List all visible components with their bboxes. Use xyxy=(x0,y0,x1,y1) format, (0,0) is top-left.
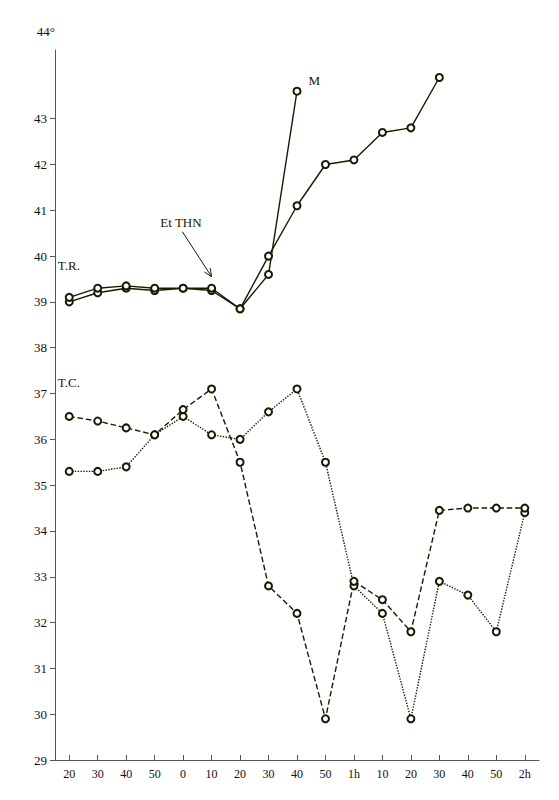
svg-text:32: 32 xyxy=(34,615,47,630)
svg-text:44°: 44° xyxy=(37,24,55,39)
svg-text:30: 30 xyxy=(433,767,445,781)
svg-text:M: M xyxy=(308,73,320,88)
svg-text:50: 50 xyxy=(319,767,331,781)
svg-text:0: 0 xyxy=(180,767,186,781)
svg-text:39: 39 xyxy=(34,294,47,309)
svg-text:33: 33 xyxy=(34,569,47,584)
svg-text:31: 31 xyxy=(34,661,47,676)
svg-text:37: 37 xyxy=(34,386,48,401)
svg-text:20: 20 xyxy=(405,767,417,781)
svg-text:30: 30 xyxy=(34,707,47,722)
svg-text:10: 10 xyxy=(206,767,218,781)
svg-text:38: 38 xyxy=(34,340,47,355)
svg-text:T.C.: T.C. xyxy=(58,375,80,390)
svg-text:40: 40 xyxy=(120,767,132,781)
svg-text:40: 40 xyxy=(291,767,303,781)
svg-text:20: 20 xyxy=(234,767,246,781)
svg-text:40: 40 xyxy=(34,249,47,264)
svg-text:30: 30 xyxy=(263,767,275,781)
svg-text:1h: 1h xyxy=(348,767,360,781)
svg-text:20: 20 xyxy=(63,767,75,781)
svg-text:40: 40 xyxy=(462,767,474,781)
svg-text:50: 50 xyxy=(149,767,161,781)
svg-text:50: 50 xyxy=(490,767,502,781)
svg-text:10: 10 xyxy=(376,767,388,781)
svg-text:T.R.: T.R. xyxy=(58,258,80,273)
svg-text:36: 36 xyxy=(34,432,48,447)
svg-text:Et THN: Et THN xyxy=(160,215,202,230)
svg-text:29: 29 xyxy=(34,753,47,768)
svg-text:35: 35 xyxy=(34,478,47,493)
svg-text:34: 34 xyxy=(34,523,48,538)
svg-text:30: 30 xyxy=(92,767,104,781)
svg-text:41: 41 xyxy=(34,203,47,218)
svg-text:43: 43 xyxy=(34,111,47,126)
svg-text:2h: 2h xyxy=(519,767,531,781)
svg-text:42: 42 xyxy=(34,157,47,172)
